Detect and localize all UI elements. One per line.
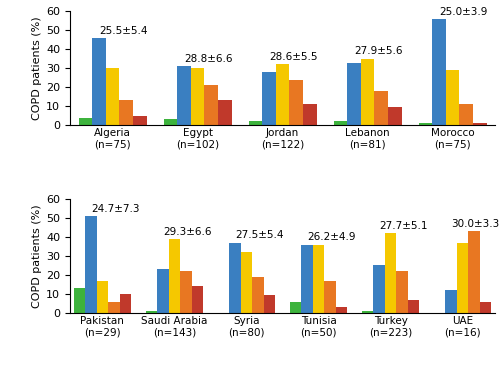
Bar bbox=[264, 295, 276, 313]
Text: 27.7±5.1: 27.7±5.1 bbox=[379, 221, 428, 231]
Bar bbox=[480, 302, 492, 313]
Bar bbox=[303, 104, 316, 125]
Bar bbox=[168, 239, 180, 313]
Bar bbox=[385, 233, 396, 313]
Bar bbox=[164, 120, 177, 125]
Bar bbox=[120, 100, 133, 125]
Bar bbox=[446, 290, 457, 313]
Bar bbox=[290, 302, 301, 313]
Text: 26.2±4.9: 26.2±4.9 bbox=[307, 232, 356, 242]
Bar bbox=[418, 123, 432, 125]
Text: 24.7±7.3: 24.7±7.3 bbox=[91, 204, 140, 214]
Text: 28.6±5.5: 28.6±5.5 bbox=[269, 52, 318, 62]
Bar bbox=[218, 100, 232, 125]
Text: 25.5±5.4: 25.5±5.4 bbox=[99, 26, 148, 35]
Bar bbox=[374, 91, 388, 125]
Bar bbox=[133, 116, 146, 125]
Bar bbox=[290, 80, 303, 125]
Bar bbox=[106, 68, 120, 125]
Bar bbox=[388, 107, 402, 125]
Bar bbox=[96, 280, 108, 313]
Bar bbox=[146, 311, 157, 313]
Y-axis label: COPD patients (%): COPD patients (%) bbox=[32, 17, 42, 120]
Bar bbox=[74, 288, 85, 313]
Text: 25.0±3.9: 25.0±3.9 bbox=[439, 7, 488, 17]
Bar bbox=[252, 277, 264, 313]
Bar bbox=[324, 280, 336, 313]
Bar bbox=[408, 300, 420, 313]
Text: 27.5±5.4: 27.5±5.4 bbox=[235, 230, 284, 241]
Bar bbox=[336, 307, 347, 313]
Text: 30.0±3.3: 30.0±3.3 bbox=[451, 219, 500, 229]
Bar bbox=[240, 252, 252, 313]
Bar bbox=[192, 287, 203, 313]
Bar bbox=[204, 85, 218, 125]
Bar bbox=[396, 271, 408, 313]
Text: 28.8±6.6: 28.8±6.6 bbox=[184, 54, 232, 64]
Bar bbox=[334, 121, 347, 125]
Bar bbox=[457, 243, 468, 313]
Bar bbox=[473, 123, 486, 125]
Bar bbox=[276, 64, 289, 125]
Bar bbox=[347, 63, 360, 125]
Bar bbox=[180, 271, 192, 313]
Bar bbox=[301, 245, 313, 313]
Text: 27.9±5.6: 27.9±5.6 bbox=[354, 46, 403, 57]
Bar bbox=[468, 231, 480, 313]
Bar bbox=[374, 265, 385, 313]
Bar bbox=[108, 302, 120, 313]
Bar bbox=[120, 294, 131, 313]
Bar bbox=[446, 70, 460, 125]
Bar bbox=[85, 216, 96, 313]
Bar bbox=[157, 269, 168, 313]
Bar bbox=[313, 245, 324, 313]
Bar bbox=[78, 118, 92, 125]
Bar bbox=[262, 72, 276, 125]
Y-axis label: COPD patients (%): COPD patients (%) bbox=[32, 204, 42, 308]
Bar bbox=[229, 243, 240, 313]
Text: 29.3±6.6: 29.3±6.6 bbox=[163, 227, 212, 237]
Bar bbox=[360, 59, 374, 125]
Bar bbox=[248, 121, 262, 125]
Bar bbox=[432, 19, 446, 125]
Bar bbox=[362, 311, 374, 313]
Bar bbox=[177, 66, 190, 125]
Bar bbox=[190, 68, 204, 125]
Bar bbox=[460, 104, 473, 125]
Bar bbox=[92, 38, 106, 125]
